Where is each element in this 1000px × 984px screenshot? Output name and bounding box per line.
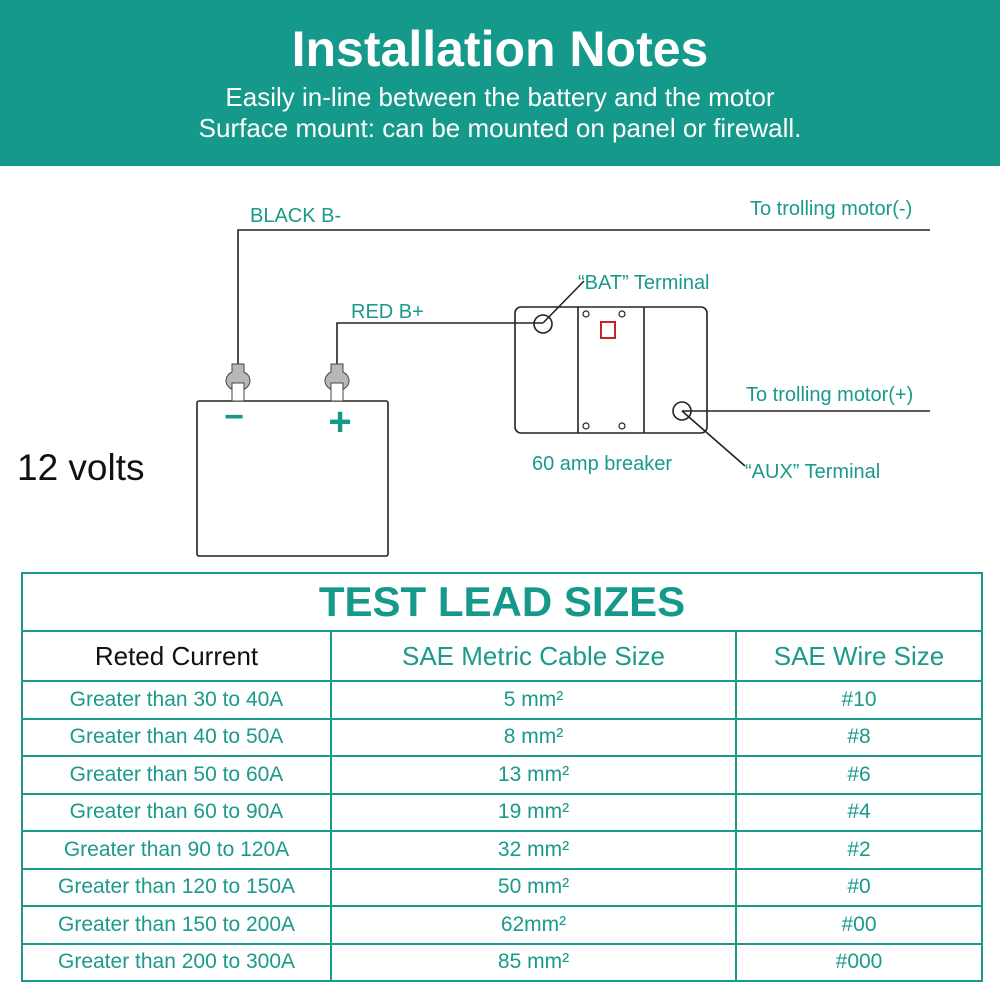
wiring-diagram: − + 12 volts BLACK B- To trolling motor(… <box>17 198 930 557</box>
black-wire-label: BLACK B- <box>250 205 341 227</box>
column-header: SAE Metric Cable Size <box>330 630 737 682</box>
table-title: TEST LEAD SIZES <box>21 572 983 632</box>
table-cell: 5 mm² <box>330 680 737 720</box>
table-cell: Greater than 60 to 90A <box>21 792 332 832</box>
positive-lug <box>324 363 350 402</box>
table-cell: 62mm² <box>330 905 737 945</box>
aux-terminal-stud <box>672 401 692 421</box>
header-banner: Installation Notes Easily in-line betwee… <box>0 0 1000 166</box>
subtitle-line: Easily in-line between the battery and t… <box>225 82 775 112</box>
table-row: Greater than 40 to 50A 8 mm² #8 <box>21 717 983 757</box>
table-cell: #4 <box>735 792 983 832</box>
table-cell: #2 <box>735 830 983 870</box>
breaker-body <box>514 306 708 434</box>
table-cell: #00 <box>735 905 983 945</box>
screw-hole <box>582 310 590 318</box>
table-cell: #10 <box>735 680 983 720</box>
table-row: Greater than 150 to 200A 62mm² #00 <box>21 905 983 945</box>
screw-hole <box>618 310 626 318</box>
table-cell: 13 mm² <box>330 755 737 795</box>
table-cell: #8 <box>735 717 983 757</box>
screw-hole <box>582 422 590 430</box>
bat-leader <box>542 280 585 324</box>
table-row: Greater than 30 to 40A 5 mm² #10 <box>21 680 983 720</box>
table-row: Greater than 50 to 60A 13 mm² #6 <box>21 755 983 795</box>
minus-sign: − <box>224 398 244 436</box>
table-cell: #000 <box>735 942 983 982</box>
table-cell: 19 mm² <box>330 792 737 832</box>
table-cell: Greater than 200 to 300A <box>21 942 332 982</box>
motor-positive-label: To trolling motor(+) <box>746 384 913 406</box>
table-cell: #6 <box>735 755 983 795</box>
screw-hole <box>618 422 626 430</box>
table-cell: 50 mm² <box>330 867 737 907</box>
breaker-label: 60 amp breaker <box>532 453 672 475</box>
aux-leader <box>681 410 746 467</box>
black-wire <box>237 229 930 368</box>
bat-terminal-label: “BAT” Terminal <box>578 272 710 294</box>
table-row: Greater than 60 to 90A 19 mm² #4 <box>21 792 983 832</box>
table-cell: #0 <box>735 867 983 907</box>
table-row: Greater than 90 to 120A 32 mm² #2 <box>21 830 983 870</box>
aux-terminal-label: “AUX” Terminal <box>745 461 880 483</box>
bat-terminal-stud <box>533 314 553 334</box>
table-row: Greater than 200 to 300A 85 mm² #000 <box>21 942 983 982</box>
red-wire-label: RED B+ <box>351 301 424 323</box>
battery <box>196 400 389 557</box>
table-cell: Greater than 150 to 200A <box>21 905 332 945</box>
plus-sign: + <box>328 400 351 444</box>
table-cell: Greater than 30 to 40A <box>21 680 332 720</box>
red-wire <box>336 322 543 368</box>
page-title: Installation Notes <box>291 21 709 77</box>
table-cell: 8 mm² <box>330 717 737 757</box>
column-header: SAE Wire Size <box>735 630 983 682</box>
table-cell: Greater than 90 to 120A <box>21 830 332 870</box>
table-cell: Greater than 120 to 150A <box>21 867 332 907</box>
table-cell: Greater than 40 to 50A <box>21 717 332 757</box>
negative-lug <box>225 363 251 402</box>
table-row: Greater than 120 to 150A 50 mm² #0 <box>21 867 983 907</box>
battery-voltage: 12 volts <box>17 447 145 488</box>
subtitle-line: Surface mount: can be mounted on panel o… <box>198 113 802 143</box>
trip-indicator <box>600 321 616 339</box>
table-cell: 85 mm² <box>330 942 737 982</box>
column-header: Reted Current <box>21 630 332 682</box>
motor-negative-label: To trolling motor(-) <box>750 198 912 220</box>
table-cell: Greater than 50 to 60A <box>21 755 332 795</box>
test-lead-table: TEST LEAD SIZES Reted Current SAE Metric… <box>21 572 983 982</box>
table-cell: 32 mm² <box>330 830 737 870</box>
